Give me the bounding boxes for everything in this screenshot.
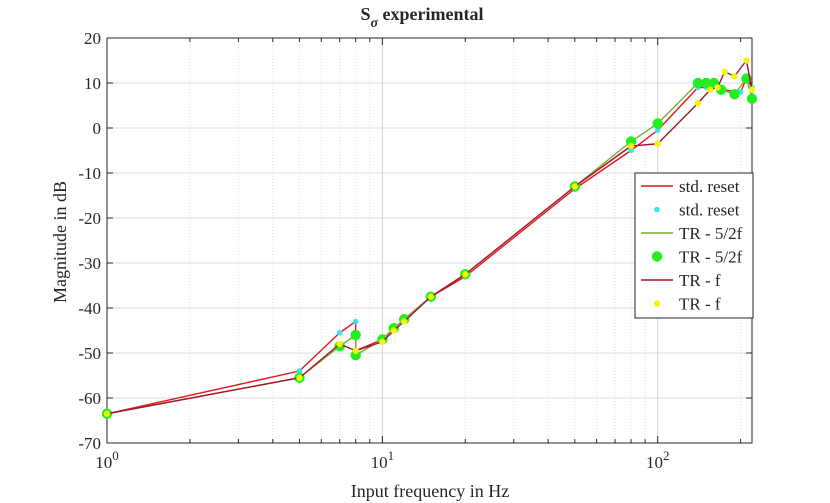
data-point [296,374,303,381]
x-tick-label: 102 [646,448,670,472]
data-point [706,86,714,93]
data-point [701,77,712,89]
data-point [654,140,661,147]
data-point [714,84,721,91]
data-point [352,318,359,325]
data-point [748,86,756,93]
data-point [692,77,704,89]
y-tick-label: -40 [78,299,101,318]
data-point [627,142,635,150]
legend-label: TR - 5/2f [679,224,743,243]
data-point [427,293,435,300]
legend: std. reset std. reset TR - 5/2f TR - 5/2f TR… [634,172,754,319]
data-point [350,350,361,361]
legend-label: TR - 5/2f [679,248,743,267]
series-tr-f [103,57,756,417]
data-point [462,271,469,278]
series [101,57,758,419]
x-tick-label: 100 [95,448,119,472]
y-tick-label: -20 [78,209,101,228]
data-point [400,318,408,325]
y-tick-label: -10 [78,164,101,183]
y-axis-label: Magnitude in dB [50,181,70,303]
x-axis-label: Input frequency in Hz [351,481,509,501]
data-point [336,340,343,348]
data-point [729,89,740,100]
data-point [390,327,397,334]
data-point [350,329,361,341]
legend-label: std. reset [679,201,740,220]
data-point [296,368,303,374]
data-point [746,93,758,104]
y-tick-label: -30 [78,254,101,273]
y-tick-label: 10 [84,74,101,93]
data-point [721,68,728,75]
data-point [352,347,359,354]
data-point [731,73,738,80]
y-tick-label: -70 [78,434,101,453]
data-point [103,410,111,417]
x-tick-label: 101 [371,448,395,472]
data-point [652,118,663,129]
legend-label: std. reset [679,177,740,196]
data-point [743,57,750,64]
legend-label: TR - f [679,271,721,290]
y-tick-label: 0 [93,119,102,138]
data-point [336,329,343,336]
y-tick-label: 20 [84,29,101,48]
legend-marker-swatch [653,300,661,307]
data-point [625,136,637,147]
data-point [694,100,702,107]
chart-title: Sσ experimental [360,4,483,31]
legend-marker-swatch [654,206,660,213]
y-tick-label: -50 [78,344,101,363]
data-point [379,338,386,345]
legend-label: TR - f [679,295,721,314]
y-tick-label: -60 [78,389,101,408]
data-point [571,183,579,190]
legend-marker-swatch [651,251,663,262]
data-point [628,147,634,154]
legend-box [634,172,754,319]
data-point [654,127,661,134]
